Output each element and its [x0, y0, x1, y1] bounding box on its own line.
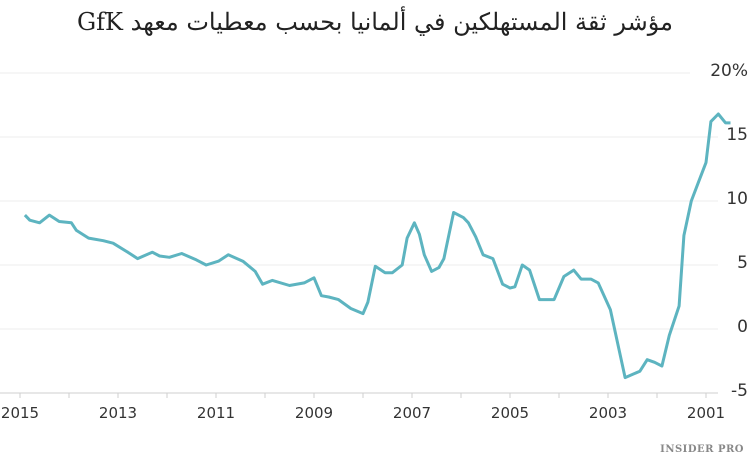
- x-tick-label: 2003: [588, 404, 628, 422]
- y-tick-label: 5: [737, 253, 748, 273]
- y-tick-label: 0: [737, 317, 748, 337]
- x-axis-ticks: [19, 393, 707, 398]
- x-tick-label: 2001: [686, 404, 726, 422]
- x-tick-label: 2009: [294, 404, 334, 422]
- x-tick-label: 2005: [490, 404, 530, 422]
- y-tick-label: 20%: [710, 61, 748, 81]
- x-tick-label: 2007: [392, 404, 432, 422]
- gfk-series-line: [23, 112, 731, 380]
- gridlines: [0, 72, 718, 394]
- x-tick-label: 2013: [98, 404, 138, 422]
- x-tick-label: 2015: [0, 404, 40, 422]
- brand-logo: INSIDER PRO: [660, 444, 744, 455]
- y-tick-label: 15: [726, 125, 748, 145]
- x-tick-label: 2011: [196, 404, 236, 422]
- y-tick-label: 10: [726, 189, 748, 209]
- chart-title: مؤشر ثقة المستهلكين في ألمانيا بحسب معطي…: [77, 8, 673, 36]
- y-tick-label: -5: [731, 381, 748, 401]
